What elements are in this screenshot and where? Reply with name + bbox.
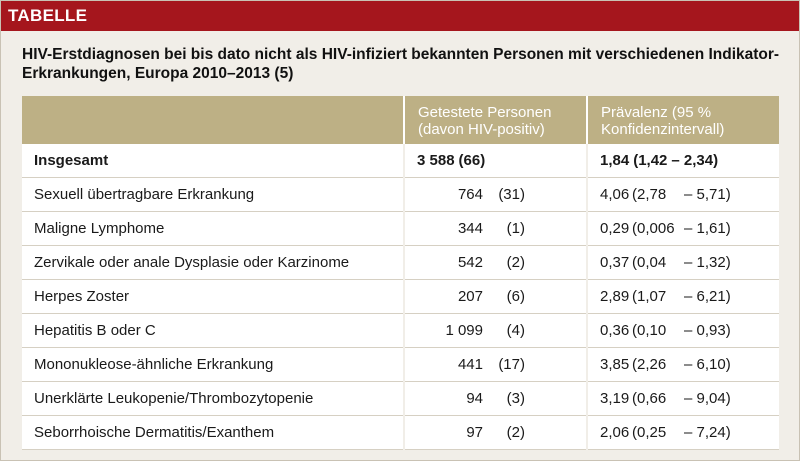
ci-low: (0,10	[632, 322, 667, 339]
indicator-name: Mononukleose-ähnliche Erkrankung	[34, 356, 274, 373]
tested-cell: 344 (1)	[403, 211, 587, 246]
row-label: Mononukleose-ähnliche Erkrankung	[22, 347, 404, 382]
table-row: Maligne Lymphome 344 (1) 0,29 (0,006 – 1,61…	[22, 211, 779, 246]
positive-count: (31)	[498, 186, 525, 203]
ci-high: – 2,34)	[671, 152, 719, 169]
table-header-row: Getestete Personen (davon HIV-positiv) P…	[22, 96, 779, 144]
ci-high: – 0,93)	[684, 322, 731, 339]
tested-cell: 94 (3)	[403, 381, 587, 416]
row-label: Sexuell übertragbare Erkrankung	[22, 177, 404, 212]
tested-cell: 1 099 (4)	[403, 313, 587, 348]
prevalence-value: 2,06	[600, 424, 630, 441]
row-label: Maligne Lymphome	[22, 211, 404, 246]
ci-low: (0,66	[632, 390, 667, 407]
section-header: TABELLE	[1, 1, 799, 31]
prevalence-cell: 0,29 (0,006 – 1,61)	[586, 211, 779, 246]
table-row: Unerklärte Leukopenie/Thrombozytopenie 9…	[22, 381, 779, 416]
row-label: Zervikale oder anale Dysplasie oder Karz…	[22, 245, 404, 280]
column-header-indicator	[22, 96, 404, 144]
ci-low: (0,006	[632, 220, 675, 237]
ci-high: – 1,61)	[684, 220, 731, 237]
table-row: Hepatitis B oder C 1 099 (4) 0,36 (0,10 – 0…	[22, 313, 779, 348]
indicator-name: Hepatitis B oder C	[34, 322, 156, 339]
positive-count: (2)	[506, 424, 525, 441]
table-row: Mononukleose-ähnliche Erkrankung 441 (17)…	[22, 347, 779, 382]
prevalence-value: 2,89	[600, 288, 630, 305]
data-table: Getestete Personen (davon HIV-positiv) P…	[22, 96, 779, 450]
positive-count: (17)	[498, 356, 525, 373]
table-row: Zervikale oder anale Dysplasie oder Karz…	[22, 245, 779, 280]
prevalence-cell: 1,84 (1,42– 2,34)	[586, 144, 779, 178]
table-row: Sexuell übertragbare Erkrankung 764 (31) …	[22, 177, 779, 212]
row-label: Seborrhoische Dermatitis/Exanthem	[22, 415, 404, 450]
tested-count: 207	[457, 288, 483, 305]
prevalence-cell: 3,19 (0,66 – 9,04)	[586, 381, 779, 416]
positive-count: (1)	[506, 220, 525, 237]
table-title: HIV-Erstdiagnosen bei bis dato nicht als…	[22, 46, 780, 82]
section-label: TABELLE	[8, 6, 88, 25]
tested-count: 441	[457, 356, 483, 373]
ci-high: – 5,71)	[684, 186, 731, 203]
tested-count: 344	[457, 220, 483, 237]
ci-low: (1,07	[632, 288, 667, 305]
positive-count: (66)	[458, 152, 486, 169]
tested-count: 1 099	[445, 322, 483, 339]
positive-count: (6)	[506, 288, 525, 305]
prevalence-cell: 2,06 (0,25 – 7,24)	[586, 415, 779, 450]
tested-count: 94	[466, 390, 483, 407]
column-header-tested: Getestete Personen (davon HIV-positiv)	[403, 96, 587, 144]
indicator-name: Unerklärte Leukopenie/Thrombozytopenie	[34, 390, 314, 407]
tested-cell: 3 588 (66)	[403, 144, 587, 178]
tested-count: 3 588	[417, 152, 455, 169]
ci-low: (0,04	[632, 254, 667, 271]
row-label: Herpes Zoster	[22, 279, 404, 314]
tested-count: 764	[457, 186, 483, 203]
ci-high: – 6,21)	[684, 288, 731, 305]
prevalence-value: 0,36	[600, 322, 630, 339]
indicator-name: Sexuell übertragbare Erkrankung	[34, 186, 255, 203]
indicator-name: Herpes Zoster	[34, 288, 130, 305]
prevalence-value: 0,29	[600, 220, 630, 237]
row-label: Hepatitis B oder C	[22, 313, 404, 348]
prevalence-cell: 3,85 (2,26 – 6,10)	[586, 347, 779, 382]
prevalence-cell: 0,37 (0,04 – 1,32)	[586, 245, 779, 280]
row-label: Unerklärte Leukopenie/Thrombozytopenie	[22, 381, 404, 416]
tested-cell: 764 (31)	[403, 177, 587, 212]
ci-high: – 7,24)	[684, 424, 731, 441]
ci-high: – 1,32)	[684, 254, 731, 271]
row-label: Insgesamt	[22, 144, 404, 178]
ci-low: (2,26	[632, 356, 667, 373]
positive-count: (3)	[506, 390, 525, 407]
ci-low: (0,25	[632, 424, 667, 441]
tested-cell: 97 (2)	[403, 415, 587, 450]
ci-high: – 9,04)	[684, 390, 731, 407]
indicator-name: Maligne Lymphome	[34, 220, 165, 237]
column-header-prevalence: Prävalenz (95 % Konfidenzintervall)	[586, 96, 779, 144]
indicator-name: Zervikale oder anale Dysplasie oder Karz…	[34, 254, 350, 271]
prevalence-cell: 0,36 (0,10 – 0,93)	[586, 313, 779, 348]
table-row: Seborrhoische Dermatitis/Exanthem 97 (2) …	[22, 415, 779, 450]
prevalence-cell: 2,89 (1,07 – 6,21)	[586, 279, 779, 314]
tested-count: 542	[457, 254, 483, 271]
prevalence-value: 3,85	[600, 356, 630, 373]
positive-count: (2)	[506, 254, 525, 271]
tested-cell: 441 (17)	[403, 347, 587, 382]
prevalence-value: 4,06	[600, 186, 630, 203]
table-row: Herpes Zoster 207 (6) 2,89 (1,07 – 6,21)	[22, 279, 779, 314]
positive-count: (4)	[506, 322, 525, 339]
prevalence-cell: 4,06 (2,78 – 5,71)	[586, 177, 779, 212]
tested-cell: 207 (6)	[403, 279, 587, 314]
ci-high: – 6,10)	[684, 356, 731, 373]
tested-cell: 542 (2)	[403, 245, 587, 280]
indicator-name: Insgesamt	[34, 152, 109, 169]
table-row-total: Insgesamt 3 588 (66) 1,84 (1,42– 2,34)	[22, 144, 779, 178]
prevalence-value: 1,84	[600, 152, 630, 169]
prevalence-value: 3,19	[600, 390, 630, 407]
ci-low: (1,42	[633, 152, 668, 169]
ci-low: (2,78	[632, 186, 667, 203]
tested-count: 97	[466, 424, 483, 441]
indicator-name: Seborrhoische Dermatitis/Exanthem	[34, 424, 275, 441]
prevalence-value: 0,37	[600, 254, 630, 271]
